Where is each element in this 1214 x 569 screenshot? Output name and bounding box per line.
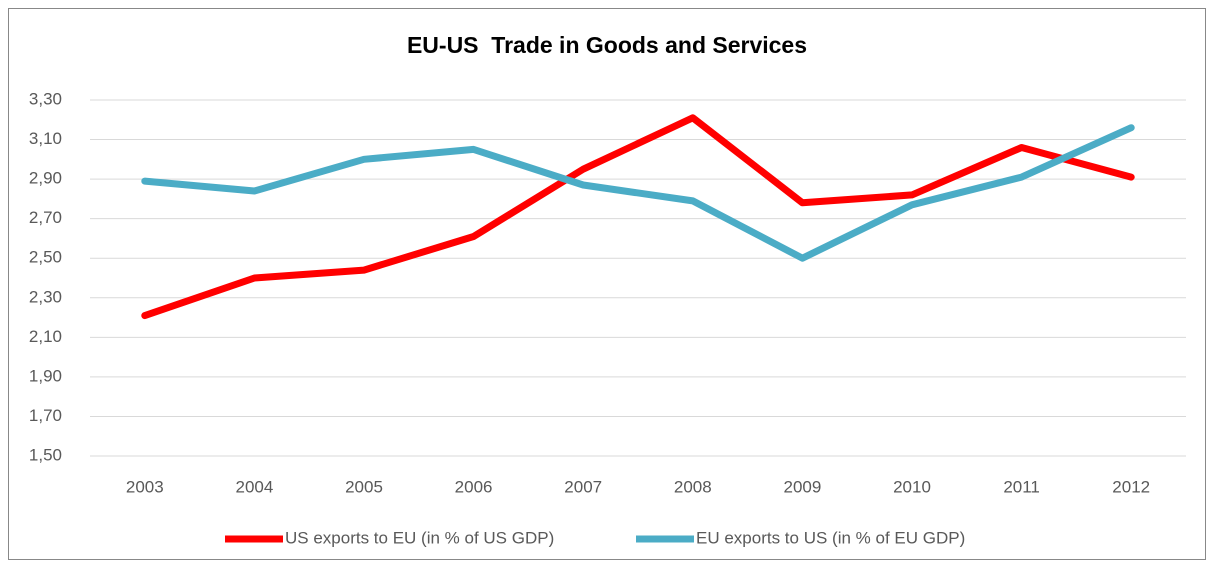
y-tick-label: 3,10 bbox=[29, 129, 62, 148]
y-tick-label: 2,50 bbox=[29, 248, 62, 267]
legend-label: US exports to EU (in % of US GDP) bbox=[285, 528, 554, 547]
y-tick-label: 2,70 bbox=[29, 208, 62, 227]
series-line bbox=[141, 124, 1135, 262]
x-tick-label: 2008 bbox=[674, 477, 712, 496]
y-tick-label: 2,10 bbox=[29, 327, 62, 346]
y-tick-label: 3,30 bbox=[29, 89, 62, 108]
chart-title: EU-US Trade in Goods and Services bbox=[407, 32, 807, 58]
x-tick-label: 2007 bbox=[564, 477, 602, 496]
x-tick-label: 2003 bbox=[126, 477, 164, 496]
y-tick-label: 2,90 bbox=[29, 169, 62, 188]
y-tick-label: 1,90 bbox=[29, 366, 62, 385]
x-tick-label: 2011 bbox=[1003, 477, 1040, 496]
x-tick-label: 2010 bbox=[893, 477, 931, 496]
y-tick-label: 2,30 bbox=[29, 287, 62, 306]
x-tick-label: 2006 bbox=[455, 477, 493, 496]
series-line bbox=[141, 114, 1135, 320]
x-tick-label: 2009 bbox=[783, 477, 821, 496]
x-tick-label: 2012 bbox=[1112, 477, 1150, 496]
x-tick-label: 2005 bbox=[345, 477, 383, 496]
x-tick-label: 2004 bbox=[235, 477, 273, 496]
y-tick-label: 1,50 bbox=[29, 445, 62, 464]
y-tick-label: 1,70 bbox=[29, 406, 62, 425]
legend-label: EU exports to US (in % of EU GDP) bbox=[696, 528, 965, 547]
